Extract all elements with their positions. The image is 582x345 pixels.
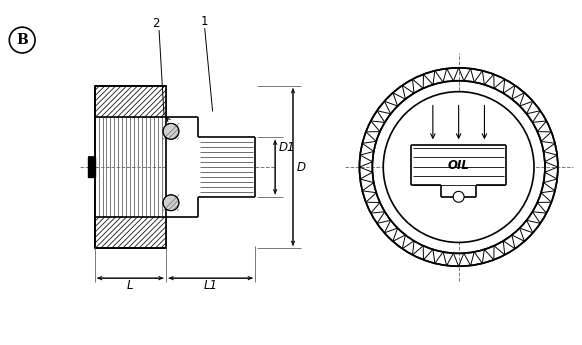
Circle shape bbox=[163, 195, 179, 211]
Text: L1: L1 bbox=[204, 279, 218, 292]
Text: D1: D1 bbox=[279, 141, 296, 154]
Text: B: B bbox=[16, 33, 28, 47]
Circle shape bbox=[163, 124, 179, 139]
Bar bbox=[88, 157, 95, 177]
Text: L: L bbox=[127, 279, 133, 292]
Circle shape bbox=[453, 191, 464, 202]
Circle shape bbox=[372, 81, 545, 253]
Bar bbox=[198, 137, 255, 197]
Text: 2: 2 bbox=[152, 17, 160, 30]
Polygon shape bbox=[95, 217, 166, 248]
Polygon shape bbox=[95, 86, 166, 117]
Text: D: D bbox=[297, 160, 306, 174]
Polygon shape bbox=[411, 145, 506, 197]
Circle shape bbox=[9, 27, 35, 53]
Circle shape bbox=[384, 92, 534, 243]
Bar bbox=[166, 117, 198, 217]
Circle shape bbox=[360, 68, 558, 266]
Text: 1: 1 bbox=[201, 15, 208, 28]
Text: OIL: OIL bbox=[448, 159, 470, 171]
